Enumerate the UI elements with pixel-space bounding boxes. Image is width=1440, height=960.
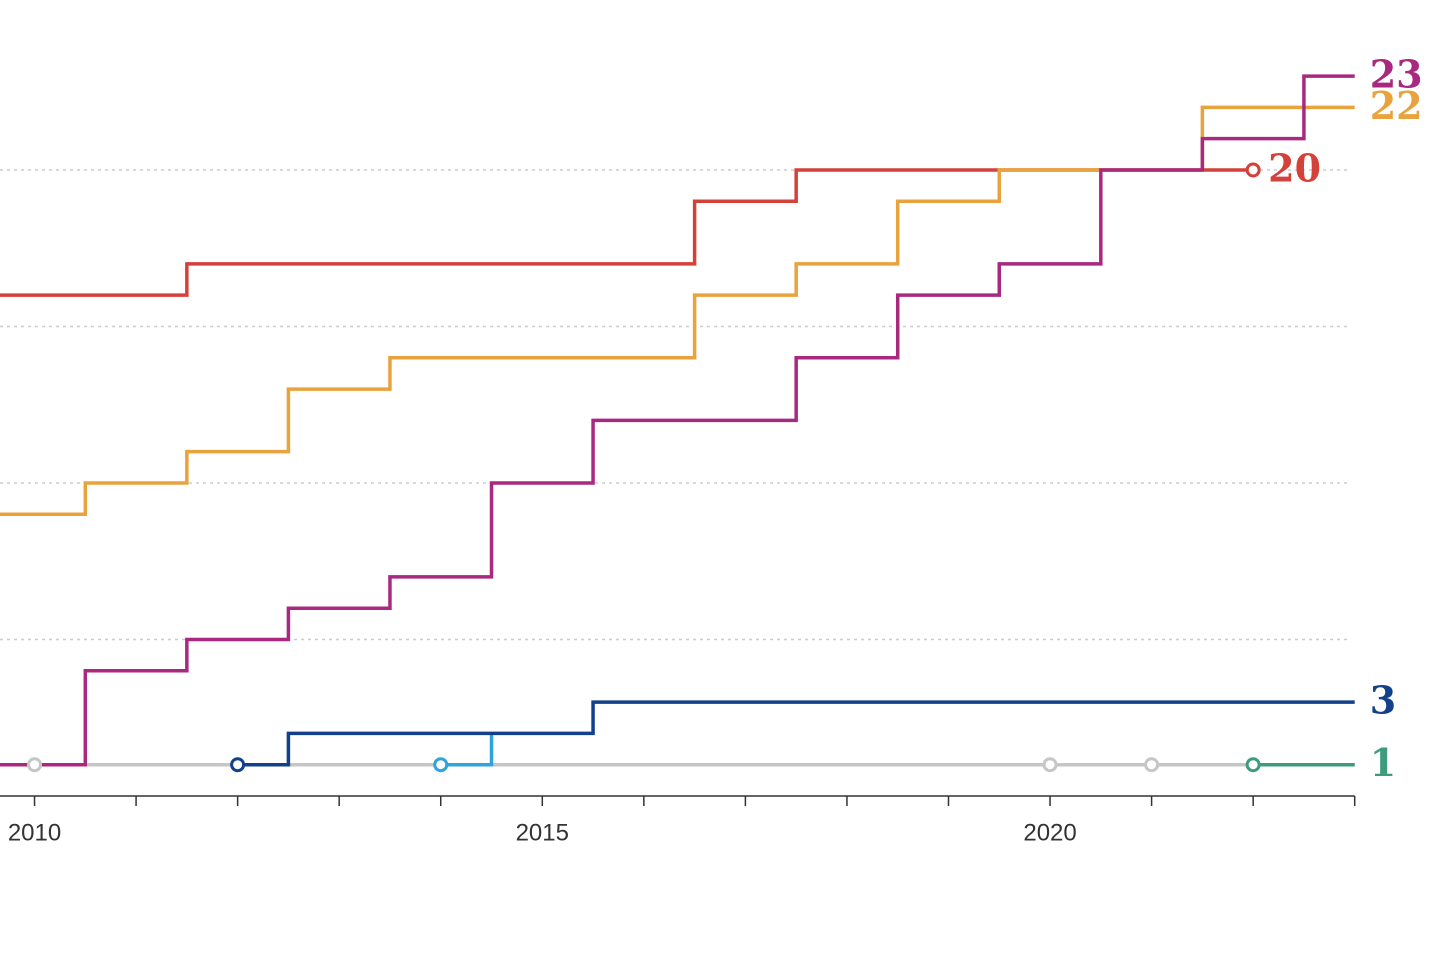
step-line bbox=[237, 700, 1355, 767]
step-line bbox=[0, 105, 1355, 517]
step-line bbox=[0, 74, 1355, 767]
marker bbox=[1042, 757, 1058, 773]
marker bbox=[1144, 757, 1160, 773]
marker bbox=[230, 757, 246, 773]
step-line bbox=[0, 168, 1254, 297]
end-label: 23 bbox=[1370, 52, 1423, 97]
end-label: 3 bbox=[1370, 678, 1396, 723]
end-label: 1 bbox=[1370, 740, 1396, 785]
marker bbox=[1245, 162, 1261, 178]
marker bbox=[433, 757, 449, 773]
end-label: 22 bbox=[1370, 83, 1423, 128]
step-line bbox=[440, 733, 494, 767]
end-label: 20 bbox=[1268, 145, 1321, 190]
x-tick-label: 2020 bbox=[1023, 819, 1076, 846]
marker bbox=[27, 757, 43, 773]
x-tick-label: 2015 bbox=[516, 819, 569, 846]
x-tick-label: 2010 bbox=[8, 819, 61, 846]
marker bbox=[1245, 757, 1261, 773]
